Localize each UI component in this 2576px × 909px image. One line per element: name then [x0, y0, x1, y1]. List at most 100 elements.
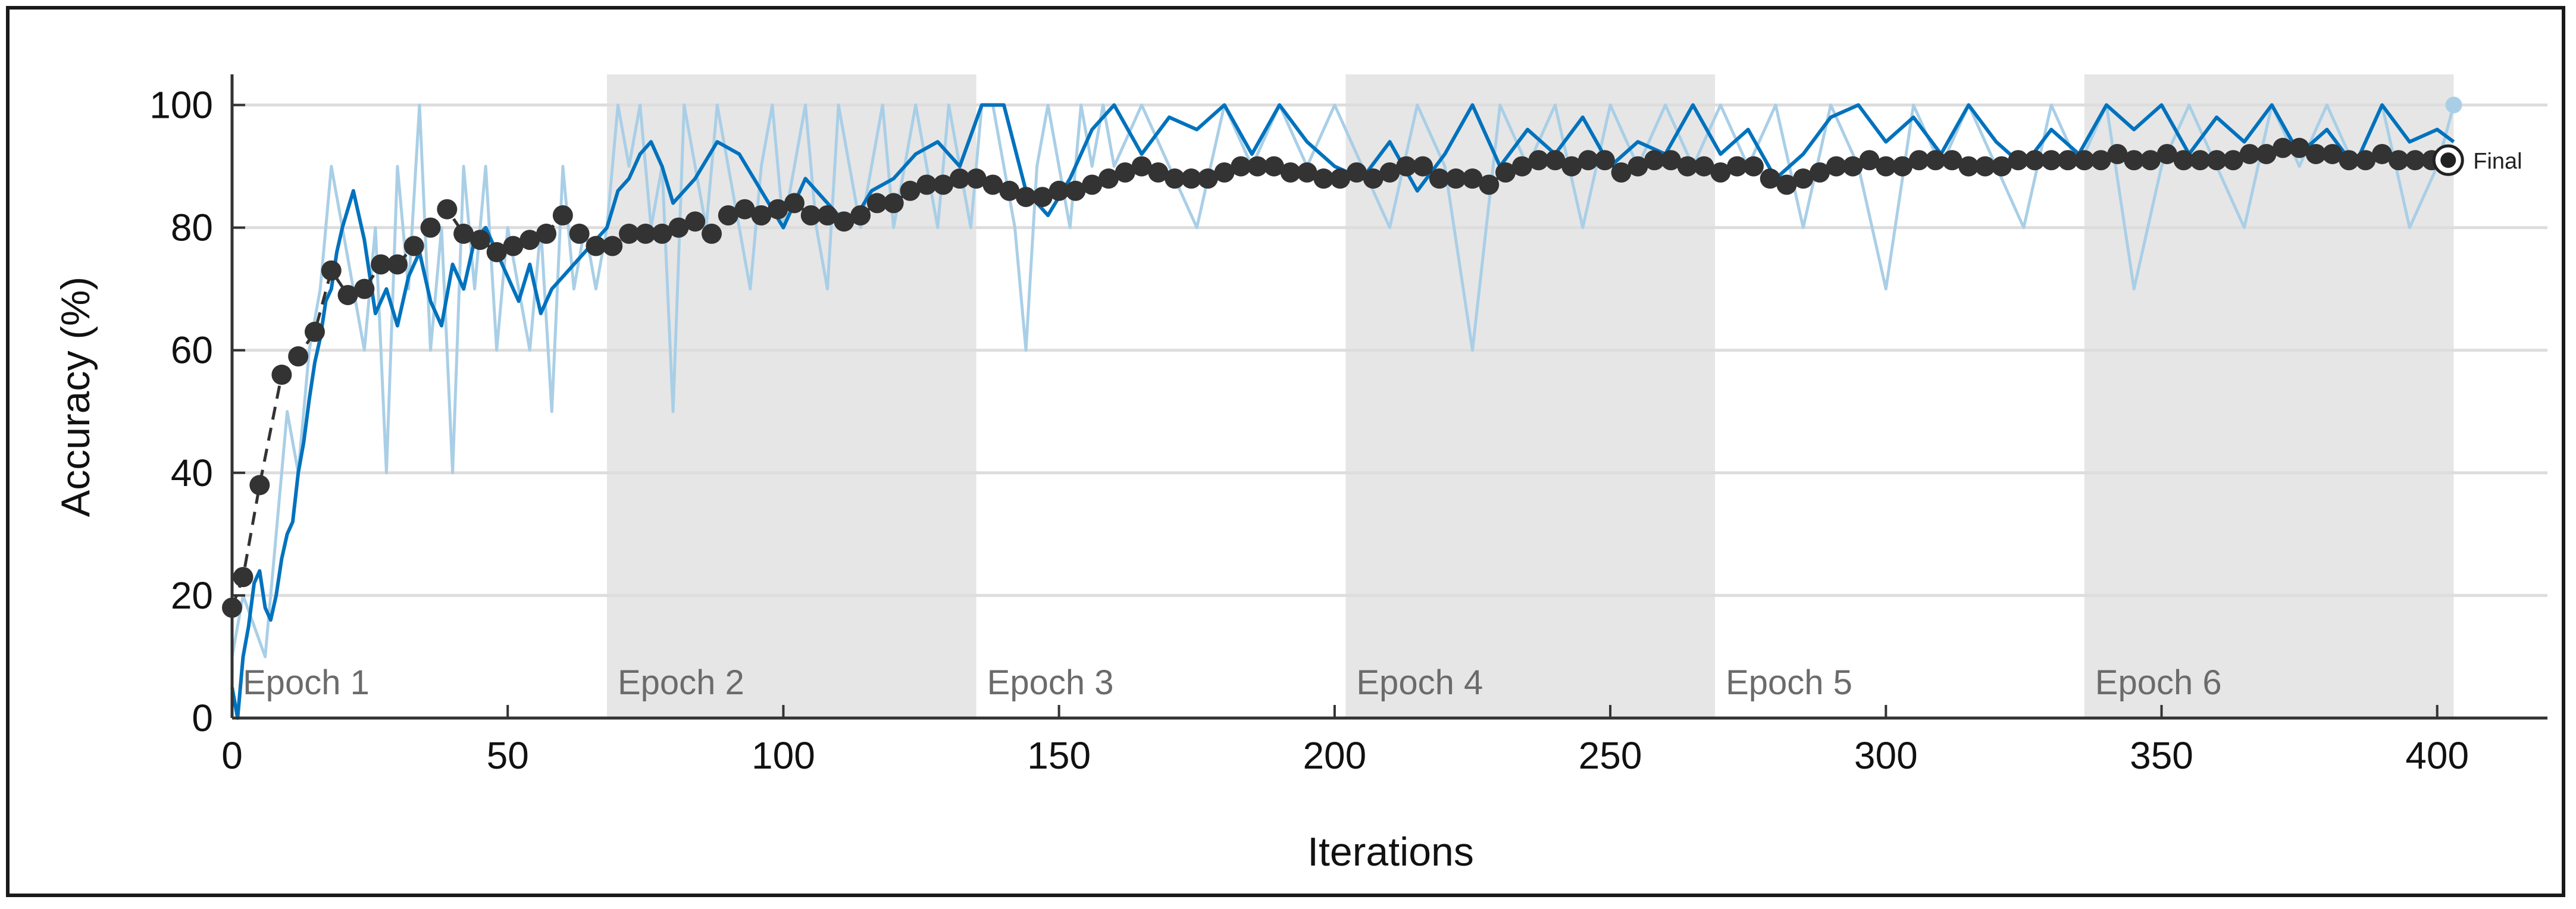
- averaged-accuracy-point: [486, 242, 507, 262]
- averaged-accuracy-point: [1793, 168, 1814, 189]
- averaged-accuracy-point: [1016, 187, 1037, 208]
- averaged-accuracy-point: [685, 211, 706, 232]
- averaged-accuracy-point: [1148, 162, 1169, 183]
- series-layer: [222, 103, 2459, 720]
- averaged-accuracy-point: [1892, 156, 1913, 177]
- averaged-accuracy-point: [1495, 162, 1516, 183]
- averaged-accuracy-point: [2239, 143, 2260, 164]
- averaged-accuracy-point: [1115, 162, 1135, 183]
- final-label: Final: [2473, 149, 2522, 174]
- averaged-accuracy-point: [1776, 174, 1797, 195]
- averaged-accuracy-point: [999, 180, 1020, 201]
- averaged-accuracy-point: [949, 168, 970, 189]
- averaged-accuracy-point: [1082, 174, 1103, 195]
- epoch-label: Epoch 2: [618, 663, 744, 702]
- y-tick-label: 100: [149, 84, 213, 127]
- averaged-accuracy-point: [1710, 162, 1731, 183]
- axes: [230, 74, 2547, 720]
- epoch-label: Epoch 3: [987, 663, 1114, 702]
- averaged-accuracy-point: [1214, 162, 1235, 183]
- averaged-accuracy-point: [768, 199, 788, 220]
- averaged-accuracy-point: [1942, 150, 1962, 171]
- averaged-accuracy-point: [437, 199, 458, 220]
- averaged-accuracy-point: [1743, 156, 1764, 177]
- x-tick-label: 300: [1854, 734, 1918, 777]
- smoothed-accuracy-line: [230, 103, 2455, 720]
- x-tick-label: 400: [2405, 734, 2469, 777]
- averaged-accuracy-point: [734, 199, 755, 220]
- averaged-accuracy-point: [866, 193, 887, 214]
- averaged-accuracy-point: [1660, 150, 1681, 171]
- y-tick-label: 0: [192, 697, 213, 739]
- averaged-accuracy-point: [2223, 150, 2243, 171]
- averaged-accuracy-point: [2156, 143, 2177, 164]
- averaged-accuracy-point: [1545, 150, 1566, 171]
- averaged-accuracy-point: [2256, 143, 2277, 164]
- averaged-accuracy-point: [2008, 150, 2029, 171]
- y-tick-label: 80: [171, 206, 213, 249]
- averaged-accuracy-point: [1561, 156, 1582, 177]
- averaged-accuracy-point: [453, 223, 474, 244]
- averaged-accuracy-point: [2273, 137, 2293, 158]
- averaged-accuracy-point: [1727, 156, 1748, 177]
- x-tick-label: 150: [1027, 734, 1091, 777]
- averaged-accuracy-point: [966, 168, 987, 189]
- averaged-accuracy-point: [1197, 168, 1218, 189]
- epoch-band: [1345, 74, 1716, 718]
- averaged-accuracy-point: [1876, 156, 1896, 177]
- averaged-accuracy-point: [1346, 162, 1367, 183]
- averaged-accuracy-point: [817, 205, 838, 226]
- averaged-accuracy-point: [1677, 156, 1698, 177]
- averaged-accuracy-point: [2305, 143, 2326, 164]
- final-raw-point: [2445, 96, 2462, 114]
- averaged-accuracy-point: [1413, 156, 1433, 177]
- averaged-accuracy-point: [1810, 162, 1830, 183]
- averaged-accuracy-point: [1330, 168, 1351, 189]
- averaged-accuracy-point: [619, 223, 640, 244]
- averaged-accuracy-point: [1379, 162, 1400, 183]
- averaged-accuracy-point: [304, 321, 325, 342]
- averaged-accuracy-point: [1363, 168, 1384, 189]
- final-circle-inner: [2440, 152, 2456, 168]
- averaged-accuracy-point: [2355, 150, 2376, 171]
- averaged-accuracy-point: [1991, 156, 2012, 177]
- averaged-accuracy-point: [1578, 150, 1599, 171]
- averaged-accuracy-point: [1313, 168, 1334, 189]
- averaged-accuracy-point: [751, 205, 772, 226]
- averaged-accuracy-point: [2372, 143, 2393, 164]
- averaged-accuracy-point: [1925, 150, 1946, 171]
- averaged-accuracy-point: [249, 475, 270, 496]
- averaged-accuracy-point: [784, 193, 805, 214]
- averaged-accuracy-point: [586, 236, 606, 256]
- averaged-accuracy-point: [536, 223, 557, 244]
- averaged-accuracy-point: [2140, 150, 2161, 171]
- averaged-accuracy-point: [387, 254, 408, 275]
- averaged-accuracy-point: [288, 346, 309, 367]
- averaged-accuracy-point: [652, 223, 672, 244]
- averaged-accuracy-point: [2058, 150, 2079, 171]
- averaged-accuracy-point: [1098, 168, 1119, 189]
- averaged-accuracy-point: [1280, 162, 1301, 183]
- averaged-accuracy-point: [2405, 150, 2425, 171]
- averaged-accuracy-point: [1479, 174, 1500, 195]
- averaged-accuracy-point: [1181, 168, 1201, 189]
- averaged-accuracy-point: [1165, 168, 1185, 189]
- averaged-accuracy-point: [1627, 156, 1648, 177]
- averaged-accuracy-point: [233, 566, 253, 587]
- averaged-accuracy-point: [1247, 156, 1268, 177]
- averaged-accuracy-point: [883, 193, 904, 214]
- averaged-accuracy-point: [1644, 150, 1665, 171]
- averaged-accuracy-point: [850, 205, 871, 226]
- averaged-accuracy-point: [1396, 156, 1417, 177]
- epoch-label: Epoch 1: [243, 663, 370, 702]
- averaged-accuracy-point: [2074, 150, 2095, 171]
- x-tick-label: 50: [487, 734, 529, 777]
- x-tick-label: 0: [221, 734, 243, 777]
- x-tick-label: 350: [2130, 734, 2193, 777]
- averaged-accuracy-point: [800, 205, 821, 226]
- averaged-accuracy-point: [2124, 150, 2145, 171]
- averaged-accuracy-point: [933, 174, 954, 195]
- averaged-accuracy-point: [2190, 150, 2211, 171]
- averaged-accuracy-point: [2107, 143, 2128, 164]
- averaged-accuracy-point: [1462, 168, 1483, 189]
